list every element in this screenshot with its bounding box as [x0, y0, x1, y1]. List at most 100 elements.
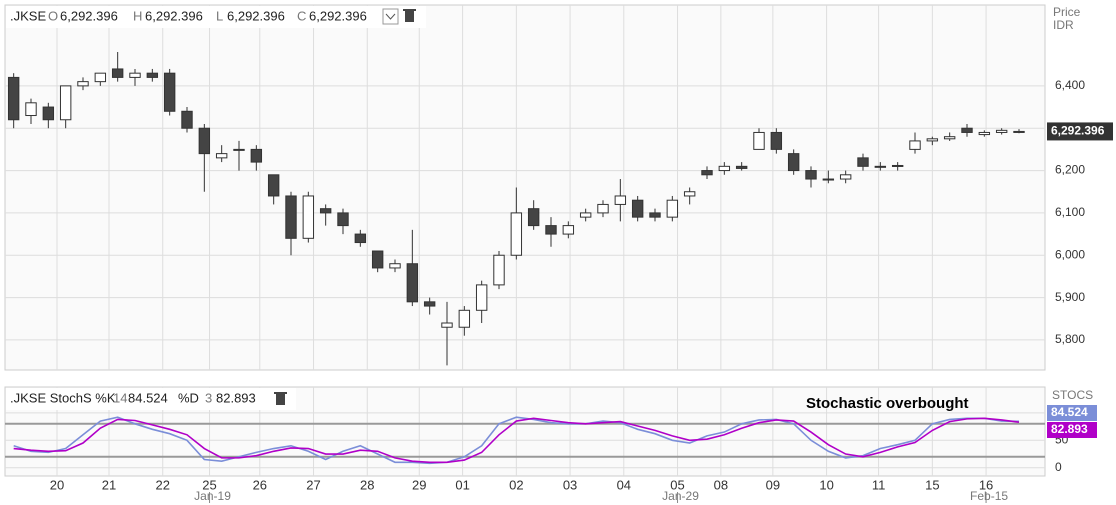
x-tick-label: 05	[670, 477, 684, 492]
price-panel	[4, 4, 1046, 371]
x-tick-label: 22	[155, 477, 169, 492]
axis-title: Price	[1053, 5, 1081, 19]
candle-body	[233, 148, 245, 151]
candle-body	[891, 164, 904, 167]
h-label: H	[133, 8, 142, 23]
candle-body	[597, 203, 609, 214]
candle-body	[59, 85, 72, 121]
y-tick-label: 6,300	[1055, 120, 1085, 134]
candle-body	[493, 254, 505, 286]
annotation: Stochastic overbought	[806, 395, 969, 412]
candle-body	[1013, 130, 1025, 133]
candle-body	[857, 157, 869, 167]
x-tick-label: 09	[766, 477, 780, 492]
candle-body	[666, 199, 679, 218]
x-tick-label: 04	[617, 477, 631, 492]
candle-body	[735, 165, 748, 169]
last-price-tag	[1047, 122, 1113, 141]
candle-body	[510, 212, 523, 256]
candle-body	[874, 165, 887, 168]
x-tick-label: 29	[412, 477, 426, 492]
candle-body	[701, 170, 713, 176]
x-tick-label: 20	[50, 477, 64, 492]
candle-body	[458, 309, 471, 328]
candle-body	[631, 199, 644, 218]
x-tick-label: 16	[979, 477, 993, 492]
candle-body	[805, 170, 817, 180]
candle-body	[25, 102, 37, 117]
candle-body	[423, 301, 436, 307]
candle-body	[198, 127, 211, 155]
period-label: Jan-29	[662, 489, 699, 503]
l-value: 6,292.396	[227, 8, 285, 23]
k-period: 14	[113, 390, 127, 405]
candle-body	[371, 250, 384, 269]
candle-body	[146, 72, 159, 78]
x-tick-label: 02	[509, 477, 523, 492]
y-tick-label: 6,400	[1055, 78, 1085, 92]
candle-body	[822, 178, 835, 181]
candle-body	[42, 106, 55, 121]
candle-body	[337, 212, 349, 227]
candle-body	[319, 208, 332, 214]
candle-body	[7, 76, 20, 121]
y-tick-label: 6,100	[1055, 205, 1085, 219]
o-value: 6,292.396	[60, 8, 118, 23]
candle-body	[111, 68, 124, 78]
candle-body	[943, 136, 956, 140]
y-tick-label: 5,900	[1055, 290, 1085, 304]
candle-body	[978, 131, 991, 136]
candle-body	[995, 129, 1008, 133]
candle-body	[215, 153, 228, 159]
candle-body	[579, 212, 592, 218]
last-value-label: 84.524	[1051, 405, 1088, 419]
last-value-tag	[1047, 405, 1097, 421]
x-tick-label: 25	[202, 477, 216, 492]
x-tick-label: 26	[253, 477, 267, 492]
candle-body	[389, 263, 401, 269]
candle-body	[770, 131, 783, 150]
dropdown[interactable]	[382, 8, 399, 25]
candle-body	[302, 195, 315, 239]
x-tick-label: 28	[360, 477, 374, 492]
candle-body	[441, 322, 453, 328]
candle-body	[354, 233, 367, 244]
x-tick-label: 03	[563, 477, 577, 492]
d-period: 3	[205, 390, 212, 405]
x-tick-label: 21	[102, 477, 116, 492]
candle-body	[926, 138, 939, 142]
candle-body	[406, 263, 419, 303]
stoch-line	[13, 417, 1020, 464]
candle-body	[787, 153, 800, 172]
o-label: O	[48, 8, 58, 23]
delete-icon[interactable]	[403, 9, 416, 22]
candle-body	[649, 212, 661, 218]
marks	[7, 52, 1113, 465]
y-tick-label: 5,800	[1055, 332, 1085, 346]
candle-body	[250, 148, 263, 163]
symbol: .JKSE	[10, 8, 46, 23]
candle-body	[527, 208, 540, 227]
x-tick-label: 11	[872, 477, 886, 492]
candle-body	[683, 191, 696, 197]
candle-body	[718, 165, 731, 172]
last-price-label: 6,292.396	[1051, 124, 1105, 138]
candle-body	[129, 72, 141, 78]
candle-body	[181, 110, 193, 129]
candle-body	[614, 195, 627, 205]
candle-body	[77, 81, 89, 87]
candle-body	[163, 72, 176, 112]
y-tick-label: 6,200	[1055, 163, 1085, 177]
period-label: Feb-15	[970, 489, 1008, 503]
period-label: Jan-19	[194, 489, 231, 503]
delete-icon[interactable]	[274, 392, 287, 405]
candle-body	[961, 127, 973, 133]
d-value: 82.893	[216, 390, 256, 405]
candle-body	[753, 131, 765, 150]
x-tick-label: 27	[306, 477, 320, 492]
c-value: 6,292.396	[309, 8, 367, 23]
d-label: %D	[178, 390, 199, 405]
y-tick-label: 0	[1055, 460, 1062, 474]
axis-title: STOCS	[1052, 388, 1093, 402]
